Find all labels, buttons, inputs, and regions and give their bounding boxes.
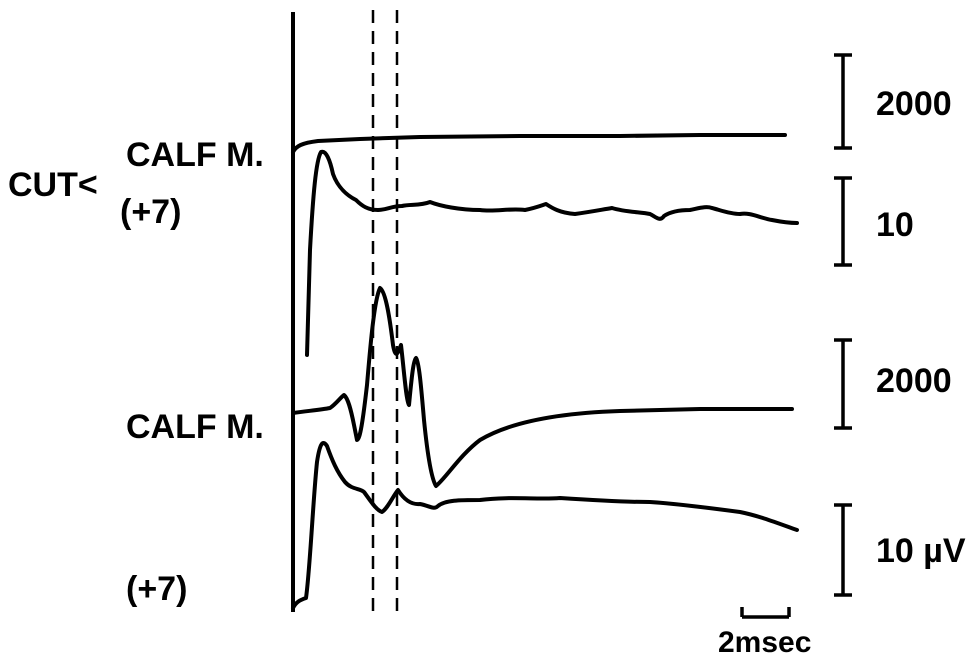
scale-bar-1 — [834, 53, 852, 150]
scale-bar-3 — [834, 338, 852, 430]
scale-label-2: 10 — [876, 206, 914, 244]
time-scale-label: 2msec — [718, 626, 811, 659]
scale-bar-4 — [834, 503, 852, 597]
trace-lower-raw — [291, 441, 799, 610]
plus7-label-upper: (+7) — [120, 193, 181, 231]
scale-label-4: 10 µV — [876, 532, 966, 570]
scale-bar-2 — [834, 176, 852, 267]
cut-label: CUT< — [8, 166, 98, 204]
scale-label-3: 2000 — [876, 362, 952, 400]
scale-label-1: 2000 — [876, 85, 952, 123]
trace-lower-integrated — [291, 286, 794, 488]
trace-upper-integrated — [291, 133, 787, 154]
calf-muscle-label-lower: CALF M. — [126, 408, 264, 446]
trace-upper-raw — [305, 149, 799, 357]
calf-muscle-label-upper: CALF M. — [126, 136, 264, 174]
plus7-label-lower: (+7) — [126, 570, 187, 608]
time-scale-bar — [740, 607, 791, 619]
